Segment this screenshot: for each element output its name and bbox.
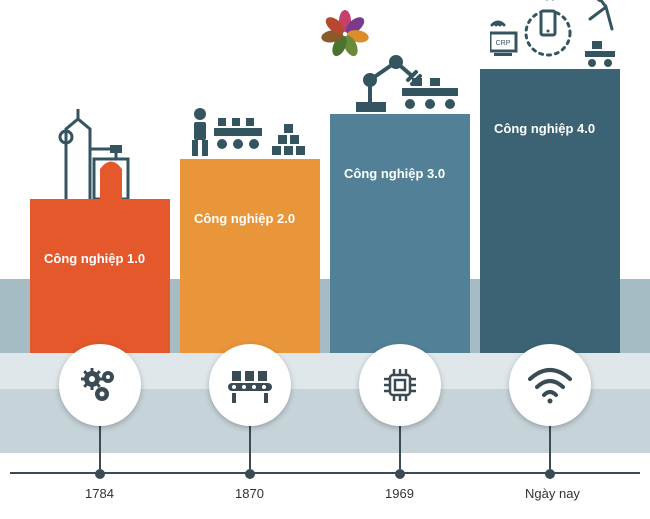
year-1: 1784 bbox=[85, 486, 114, 501]
circle-2 bbox=[209, 344, 291, 426]
timeline-dot-4 bbox=[545, 469, 555, 479]
year-3: 1969 bbox=[385, 486, 414, 501]
bar-4: Công nghiệp 4.0 bbox=[480, 69, 620, 389]
steam-illustration bbox=[48, 109, 148, 199]
circle-3 bbox=[359, 344, 441, 426]
infographic-canvas: Công nghiệp 1.0 Công nghiệp 2.0 bbox=[0, 0, 650, 519]
timeline-dot-1 bbox=[95, 469, 105, 479]
robot-illustration bbox=[356, 44, 466, 114]
year-2: 1870 bbox=[235, 486, 264, 501]
wifi-icon bbox=[526, 365, 574, 405]
bar-4-label: Công nghiệp 4.0 bbox=[494, 121, 595, 136]
timeline-dot-2 bbox=[245, 469, 255, 479]
iot-illustration: CRP bbox=[490, 0, 620, 69]
bar-3-label: Công nghiệp 3.0 bbox=[344, 166, 445, 181]
timeline-dot-3 bbox=[395, 469, 405, 479]
bar-2-label: Công nghiệp 2.0 bbox=[194, 211, 295, 226]
bar-1-label: Công nghiệp 1.0 bbox=[44, 251, 145, 266]
factory-illustration bbox=[188, 104, 313, 159]
chip-icon bbox=[378, 363, 422, 407]
flower-icon bbox=[320, 9, 370, 59]
conveyor-icon bbox=[224, 365, 276, 405]
gears-icon bbox=[76, 361, 124, 409]
year-4: Ngày nay bbox=[525, 486, 580, 501]
circle-4 bbox=[509, 344, 591, 426]
svg-text:CRP: CRP bbox=[496, 40, 511, 47]
circle-1 bbox=[59, 344, 141, 426]
